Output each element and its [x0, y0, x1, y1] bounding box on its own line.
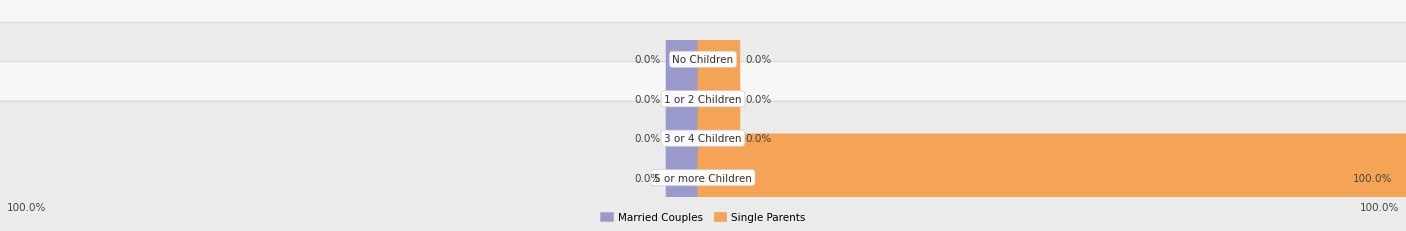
Text: Source: ZipAtlas.com: Source: ZipAtlas.com [1288, 17, 1392, 27]
Text: INCOME BELOW POVERTY AMONG MARRIED-COUPLE VS SINGLE-PARENT HOUSEHOLDS IN ZIP COD: INCOME BELOW POVERTY AMONG MARRIED-COUPL… [14, 16, 804, 29]
Text: 3 or 4 Children: 3 or 4 Children [664, 134, 742, 144]
FancyBboxPatch shape [0, 62, 1406, 215]
Text: 0.0%: 0.0% [745, 94, 772, 104]
FancyBboxPatch shape [697, 16, 741, 104]
FancyBboxPatch shape [697, 55, 741, 143]
FancyBboxPatch shape [697, 95, 741, 182]
FancyBboxPatch shape [666, 134, 709, 222]
Text: 0.0%: 0.0% [745, 55, 772, 65]
FancyBboxPatch shape [666, 95, 709, 182]
Text: 0.0%: 0.0% [634, 173, 661, 183]
Text: 0.0%: 0.0% [634, 94, 661, 104]
FancyBboxPatch shape [697, 134, 1406, 222]
FancyBboxPatch shape [0, 0, 1406, 136]
FancyBboxPatch shape [666, 55, 709, 143]
FancyBboxPatch shape [0, 23, 1406, 176]
Text: 0.0%: 0.0% [634, 55, 661, 65]
Text: 100.0%: 100.0% [7, 202, 46, 212]
Text: 100.0%: 100.0% [1360, 202, 1399, 212]
Text: 5 or more Children: 5 or more Children [654, 173, 752, 183]
Text: 0.0%: 0.0% [745, 134, 772, 144]
Text: 100.0%: 100.0% [1353, 173, 1392, 183]
FancyBboxPatch shape [0, 102, 1406, 231]
Text: No Children: No Children [672, 55, 734, 65]
Legend: Married Couples, Single Parents: Married Couples, Single Parents [596, 208, 810, 226]
Text: 0.0%: 0.0% [634, 134, 661, 144]
Text: 1 or 2 Children: 1 or 2 Children [664, 94, 742, 104]
FancyBboxPatch shape [666, 16, 709, 104]
